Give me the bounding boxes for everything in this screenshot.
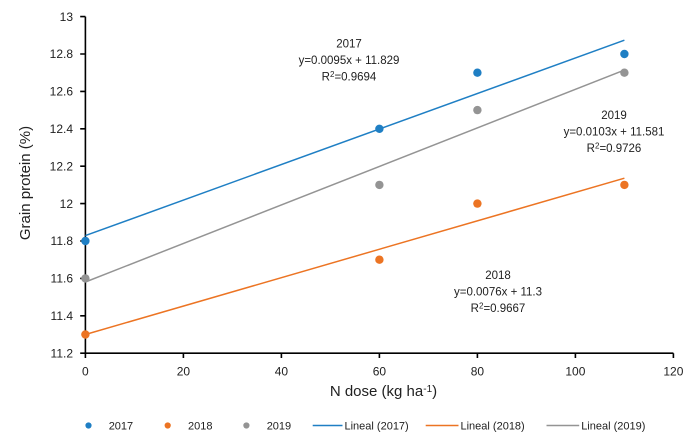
svg-text:Lineal (2018): Lineal (2018) xyxy=(461,421,525,433)
svg-text:40: 40 xyxy=(275,365,289,379)
svg-text:12.6: 12.6 xyxy=(50,85,74,99)
svg-text:11.6: 11.6 xyxy=(51,272,74,286)
svg-text:2019: 2019 xyxy=(267,421,291,433)
svg-text:Grain protein (%): Grain protein (%) xyxy=(17,126,34,240)
svg-text:R2​=0.9694: R2​=0.9694 xyxy=(322,70,377,84)
svg-text:R2​=0.9726: R2​=0.9726 xyxy=(587,142,642,156)
svg-text:R2​=0.9667: R2​=0.9667 xyxy=(471,302,526,316)
svg-text:Lineal (2017): Lineal (2017) xyxy=(345,421,409,433)
svg-text:2017: 2017 xyxy=(336,39,362,51)
svg-text:y=0.0076x + 11.3: y=0.0076x + 11.3 xyxy=(454,287,542,299)
svg-text:120: 120 xyxy=(663,365,683,379)
svg-text:N dose (kg ha-1): N dose (kg ha-1) xyxy=(330,383,437,400)
svg-text:y=0.0103x + 11.581: y=0.0103x + 11.581 xyxy=(564,127,665,139)
svg-text:12: 12 xyxy=(60,197,74,211)
svg-text:y=0.0095x + 11.829: y=0.0095x + 11.829 xyxy=(299,55,400,67)
svg-text:20: 20 xyxy=(177,365,191,379)
svg-text:12.2: 12.2 xyxy=(50,159,74,173)
svg-text:2019: 2019 xyxy=(601,110,627,122)
svg-text:60: 60 xyxy=(373,365,387,379)
svg-text:11.2: 11.2 xyxy=(51,346,74,360)
svg-text:Lineal (2019): Lineal (2019) xyxy=(581,421,645,433)
svg-text:11.4: 11.4 xyxy=(51,309,74,323)
svg-text:11.8: 11.8 xyxy=(51,234,74,248)
svg-text:2017: 2017 xyxy=(109,421,133,433)
svg-text:12.4: 12.4 xyxy=(50,122,74,136)
svg-text:12.8: 12.8 xyxy=(50,47,74,61)
svg-text:0: 0 xyxy=(82,365,89,379)
svg-text:2018: 2018 xyxy=(485,270,511,282)
svg-text:100: 100 xyxy=(565,365,585,379)
svg-text:2018: 2018 xyxy=(188,421,212,433)
svg-text:13: 13 xyxy=(60,10,74,24)
svg-text:80: 80 xyxy=(471,365,485,379)
